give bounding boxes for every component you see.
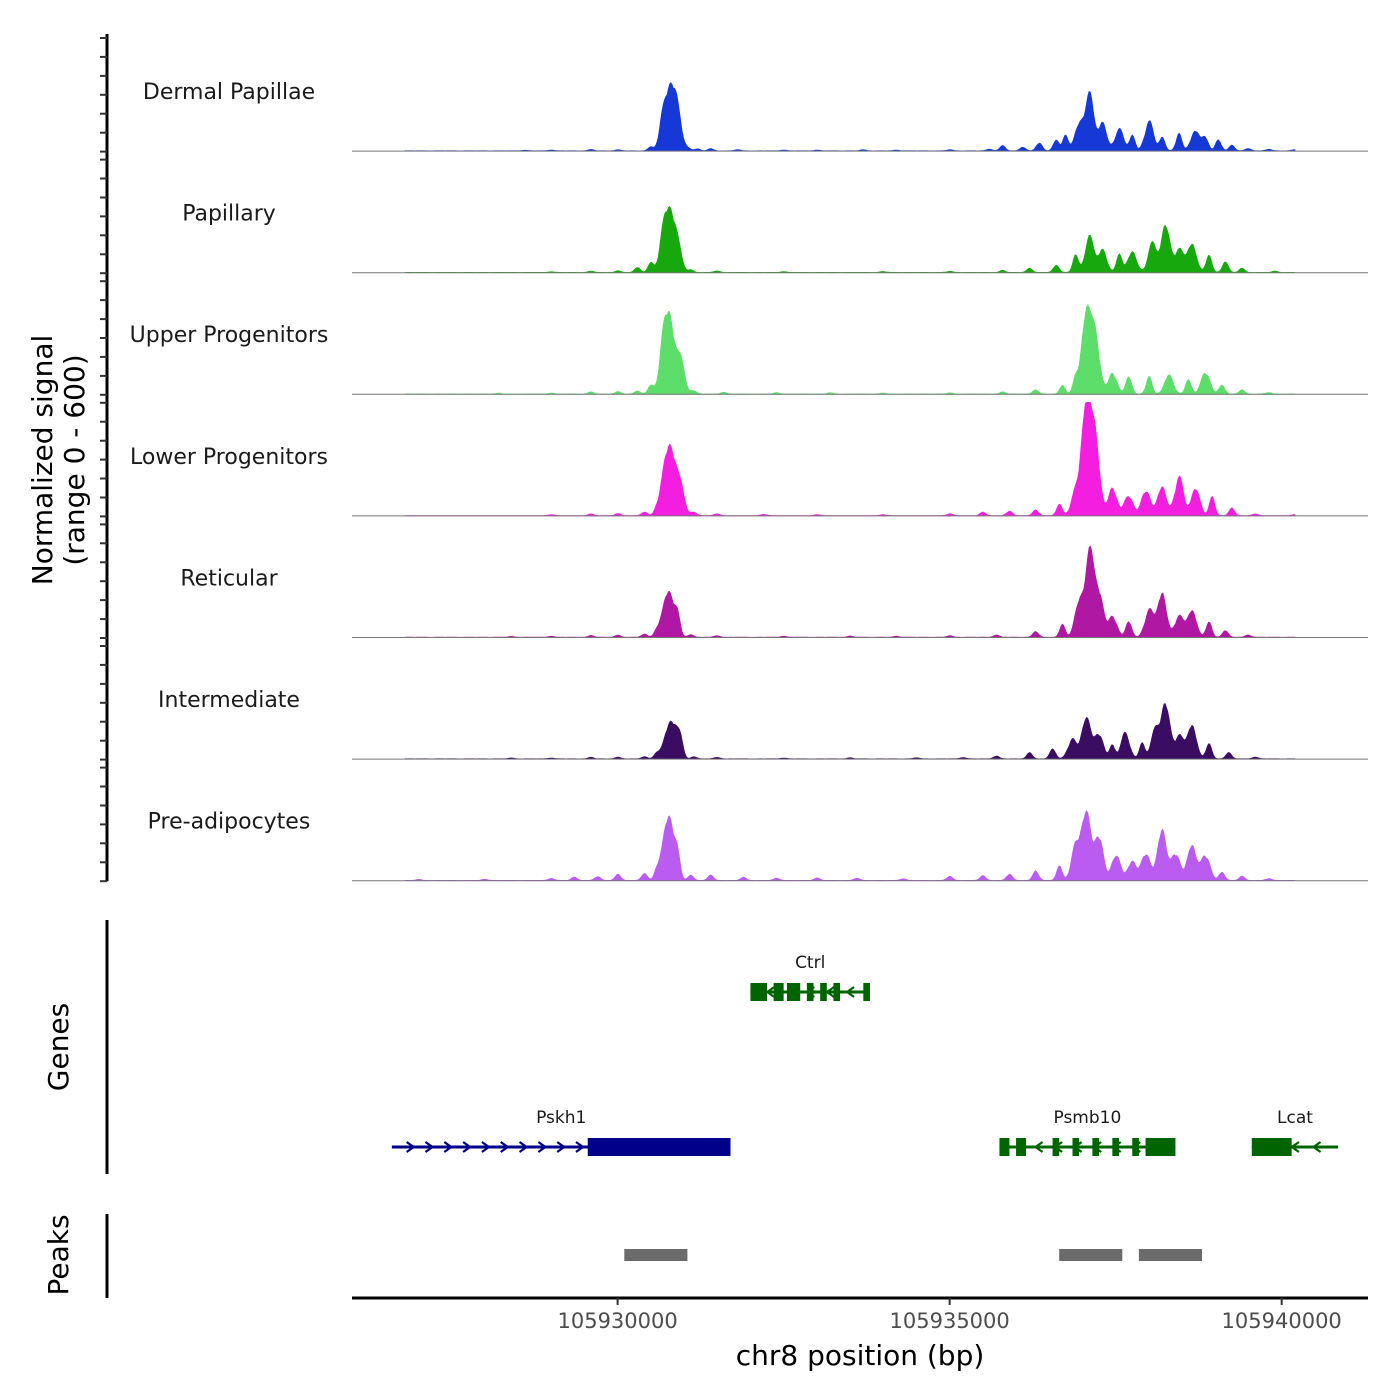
- strand-chevron: [424, 1141, 435, 1153]
- gene-exon: [1092, 1138, 1100, 1156]
- gene-exon: [786, 983, 801, 1001]
- gene-lcat: Lcat: [1251, 1108, 1339, 1156]
- coverage-area: [404, 82, 1296, 152]
- strand-chevron: [825, 986, 835, 998]
- x-axis: 105930000 105935000 105940000: [352, 1296, 1368, 1333]
- strand-chevron: [537, 1141, 548, 1153]
- track-lower-progenitors: Lower Progenitors: [130, 402, 1368, 517]
- gene-label: Pskh1: [536, 1108, 586, 1128]
- strand-chevron: [845, 986, 855, 998]
- peak-region: [624, 1249, 688, 1261]
- gene-exon: [806, 983, 814, 1001]
- coverage-area: [404, 402, 1296, 517]
- x-tick-label: 105940000: [1222, 1309, 1342, 1333]
- track-label: Papillary: [182, 202, 276, 227]
- track-label: Intermediate: [158, 688, 300, 713]
- gene-exon: [833, 983, 841, 1001]
- coverage-area: [404, 205, 1296, 273]
- track-label: Reticular: [180, 566, 278, 591]
- gene-psmb10: Psmb10: [999, 1108, 1176, 1156]
- strand-chevron: [406, 1141, 416, 1153]
- signal-y-axis: [100, 34, 109, 883]
- gene-exon: [1251, 1138, 1292, 1156]
- strand-chevron: [765, 986, 775, 998]
- gene-exon: [999, 1138, 1010, 1156]
- gene-exon: [1072, 1138, 1080, 1156]
- peaks-panel: [624, 1249, 1202, 1261]
- track-papillary: Papillary: [182, 202, 1368, 274]
- peaks-panel-label: Peaks: [42, 1214, 75, 1295]
- strand-chevron: [1290, 1141, 1300, 1153]
- strand-chevron: [556, 1141, 567, 1153]
- gene-exon: [587, 1138, 731, 1156]
- genes-panel-label: Genes: [42, 1003, 75, 1091]
- coverage-area: [404, 545, 1296, 638]
- x-axis-title: chr8 position (bp): [736, 1339, 985, 1372]
- gene-ctrl: Ctrl: [750, 953, 870, 1001]
- strand-chevron: [1033, 1141, 1044, 1153]
- gene-exon: [750, 983, 768, 1001]
- y-axis-title-line2: (range 0 - 600): [58, 354, 91, 565]
- track-pre-adipocytes: Pre-adipocytes: [148, 810, 1368, 882]
- track-reticular: Reticular: [180, 545, 1368, 638]
- track-upper-progenitors: Upper Progenitors: [130, 304, 1368, 395]
- gene-exon: [863, 983, 870, 1001]
- gene-exon: [1016, 1138, 1027, 1156]
- x-tick-label: 105935000: [890, 1309, 1010, 1333]
- gene-exon: [773, 983, 784, 1001]
- strand-chevron: [443, 1141, 454, 1153]
- gene-exon: [1132, 1138, 1139, 1156]
- gene-exon: [1112, 1138, 1119, 1156]
- track-label: Pre-adipocytes: [148, 810, 311, 835]
- track-label: Upper Progenitors: [130, 323, 329, 348]
- gene-label: Lcat: [1277, 1108, 1313, 1128]
- strand-chevron: [518, 1141, 529, 1153]
- strand-chevron: [462, 1141, 472, 1153]
- track-dermal-papillae: Dermal Papillae: [143, 80, 1368, 152]
- track-intermediate: Intermediate: [158, 688, 1368, 760]
- strand-chevron: [575, 1141, 585, 1153]
- y-axis-title-line1: Normalized signal: [26, 335, 59, 586]
- track-label: Lower Progenitors: [130, 445, 328, 470]
- gene-exon: [820, 983, 827, 1001]
- gene-pskh1: Pskh1: [391, 1108, 731, 1156]
- coverage-tracks: Dermal Papillae Papillary Upper Progenitor…: [130, 80, 1368, 882]
- strand-chevron: [1311, 1141, 1322, 1153]
- coverage-area: [404, 304, 1296, 395]
- gene-exon: [1052, 1138, 1060, 1156]
- gene-label: Psmb10: [1054, 1108, 1122, 1128]
- gene-label: Ctrl: [795, 953, 825, 973]
- strand-chevron: [500, 1141, 510, 1153]
- peak-region: [1138, 1249, 1202, 1261]
- coverage-area: [404, 703, 1296, 760]
- gene-exon: [1145, 1138, 1176, 1156]
- x-tick-label: 105930000: [557, 1309, 677, 1333]
- coverage-area: [404, 810, 1296, 881]
- genes-panel: Ctrl Pskh1 Psmb10 Lcat: [391, 953, 1339, 1156]
- strand-chevron: [481, 1141, 491, 1153]
- peak-region: [1059, 1249, 1123, 1261]
- track-label: Dermal Papillae: [143, 80, 315, 105]
